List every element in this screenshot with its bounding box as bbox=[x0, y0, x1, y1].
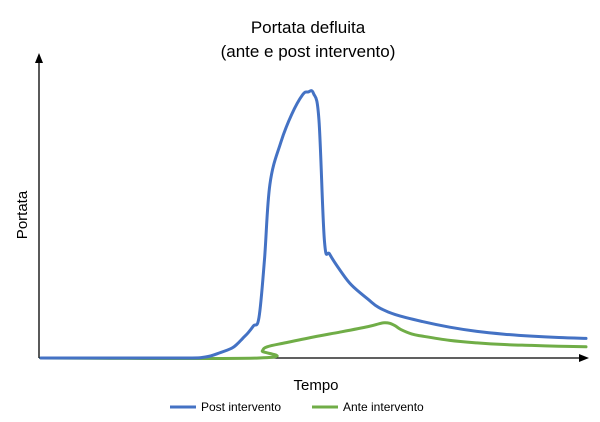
x-axis-arrow bbox=[579, 354, 589, 362]
chart-title: Portata defluita bbox=[251, 18, 366, 37]
legend: Post intervento Ante intervento bbox=[170, 400, 424, 414]
series-layer bbox=[39, 89, 588, 361]
y-axis-arrow bbox=[35, 53, 43, 63]
legend-label-ante-intervento: Ante intervento bbox=[343, 400, 424, 414]
series-line-post-intervento bbox=[39, 89, 588, 360]
x-axis-label: Tempo bbox=[293, 377, 338, 394]
chart-subtitle: (ante e post intervento) bbox=[221, 42, 396, 61]
series-line-ante-intervento bbox=[39, 321, 588, 361]
y-axis-label: Portata bbox=[14, 190, 31, 239]
legend-label-post-intervento: Post intervento bbox=[201, 400, 281, 414]
